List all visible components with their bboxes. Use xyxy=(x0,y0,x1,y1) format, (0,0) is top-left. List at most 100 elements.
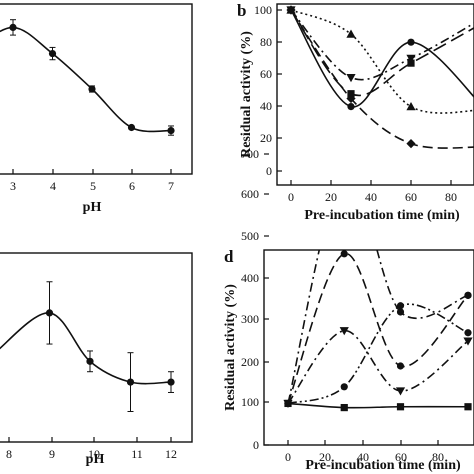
data-point-circle xyxy=(340,250,348,258)
series-line xyxy=(0,26,172,133)
panel-label: d xyxy=(224,247,234,266)
panel-d: 0 20 40 60 800100200300400500600700Pre-incub… xyxy=(223,147,474,473)
y-tick-label: 200 xyxy=(241,355,259,369)
y-tick-label: 20 xyxy=(260,131,272,145)
y-tick-label: 400 xyxy=(241,271,259,285)
data-point-circle xyxy=(9,23,17,31)
y-axis-label: Residual activity (%) xyxy=(223,284,238,411)
data-point-triangle-down xyxy=(463,337,473,346)
y-tick-label: 600 xyxy=(241,187,259,201)
data-point-circle xyxy=(126,378,135,386)
series-line xyxy=(287,329,469,404)
data-point-circle xyxy=(347,103,355,111)
series-line xyxy=(290,9,474,149)
plot-frame xyxy=(0,3,193,175)
data-point-diamond xyxy=(346,93,356,104)
x-axis-label: Pre-incubation time (min) xyxy=(305,458,461,473)
x-tick-label: 10 xyxy=(88,447,100,461)
data-point-square xyxy=(407,59,415,67)
y-axis-label: Residual activity (%) xyxy=(239,31,254,158)
data-point-circle xyxy=(127,123,136,132)
x-tick-label: 0 xyxy=(285,450,291,464)
data-point-circle xyxy=(86,357,94,365)
data-point-square xyxy=(340,403,348,412)
series-line xyxy=(290,9,474,108)
data-point-triangle-down xyxy=(346,74,356,83)
x-tick-label: 6 xyxy=(129,179,135,193)
plot-frame xyxy=(0,252,193,443)
y-tick-label: 300 xyxy=(241,312,259,326)
series-line xyxy=(290,9,474,97)
data-point-circle xyxy=(396,308,405,316)
data-point-diamond xyxy=(286,5,296,15)
x-tick-label: 40 xyxy=(357,450,369,464)
series-group xyxy=(283,171,473,412)
y-tick-label: 100 xyxy=(254,3,272,17)
panel-b: 0 20 40 60 80 0 20 40 60 80 100 Pre-incubation time… xyxy=(237,1,474,223)
panel-c: 8 9 10 11 12 pH xyxy=(0,252,193,467)
series-line xyxy=(0,312,172,385)
x-axis-label: Pre-incubation time (min) xyxy=(304,208,460,223)
x-axis-label: pH xyxy=(83,200,102,215)
panel-a: 3 4 5 6 7 pH xyxy=(0,3,193,215)
data-point-circle xyxy=(464,329,472,337)
plot-frame xyxy=(263,249,474,446)
data-point-square xyxy=(284,399,292,408)
series-line xyxy=(287,402,469,409)
y-tick-label: 40 xyxy=(260,99,272,113)
x-tick-label: 80 xyxy=(432,450,444,464)
data-point-triangle-down xyxy=(395,387,406,396)
x-tick-label: 60 xyxy=(405,190,417,204)
x-tick-label: 40 xyxy=(365,190,377,204)
data-point-square xyxy=(347,90,355,98)
x-tick-label: 20 xyxy=(319,450,331,464)
x-tick-label: 11 xyxy=(131,447,143,461)
data-point-triangle-up xyxy=(346,29,356,38)
y-tick-label: 700 xyxy=(241,147,259,161)
series-line xyxy=(290,9,474,114)
data-point-circle xyxy=(407,38,415,46)
data-point-circle xyxy=(48,49,57,58)
y-tick-label: 500 xyxy=(241,229,259,243)
y-tick-label: 0 xyxy=(253,438,259,452)
x-tick-label: 8 xyxy=(6,447,12,461)
x-tick-label: 9 xyxy=(49,447,55,461)
x-tick-label: 4 xyxy=(50,179,56,193)
panel-label: b xyxy=(237,1,246,20)
x-tick-label: 60 xyxy=(395,450,407,464)
series-group xyxy=(0,281,175,413)
x-tick-label: 3 xyxy=(10,179,16,193)
data-point-triangle-down xyxy=(406,54,416,63)
plot-frame xyxy=(276,3,474,186)
series-group xyxy=(0,19,175,136)
y-tick-label: 100 xyxy=(241,395,259,409)
data-point-circle xyxy=(340,383,348,391)
x-tick-label: 80 xyxy=(445,190,457,204)
series-group xyxy=(286,5,474,149)
data-point-square xyxy=(396,403,405,411)
series-line xyxy=(287,250,469,404)
x-tick-label: 7 xyxy=(168,179,174,193)
series-line xyxy=(287,252,469,404)
data-point-circle xyxy=(88,85,96,93)
series-line xyxy=(287,303,469,405)
data-point-diamond xyxy=(406,139,416,149)
data-point-square xyxy=(464,403,472,411)
y-tick-label: 60 xyxy=(260,67,272,81)
data-point-triangle-down xyxy=(339,327,349,336)
series-line xyxy=(290,9,474,81)
y-tick-label: 0 xyxy=(266,164,272,178)
data-point-circle xyxy=(396,362,405,370)
data-point-circle xyxy=(167,378,175,386)
data-point-circle xyxy=(464,291,472,299)
x-tick-label: 20 xyxy=(325,190,337,204)
x-tick-label: 5 xyxy=(90,179,96,193)
data-point-circle xyxy=(341,171,348,178)
data-point-circle xyxy=(396,302,405,310)
x-tick-label: 0 xyxy=(288,190,294,204)
x-tick-label: 12 xyxy=(165,447,177,461)
data-point-circle xyxy=(167,126,175,135)
x-axis-label: pH xyxy=(86,452,105,467)
data-point-circle xyxy=(45,309,54,317)
